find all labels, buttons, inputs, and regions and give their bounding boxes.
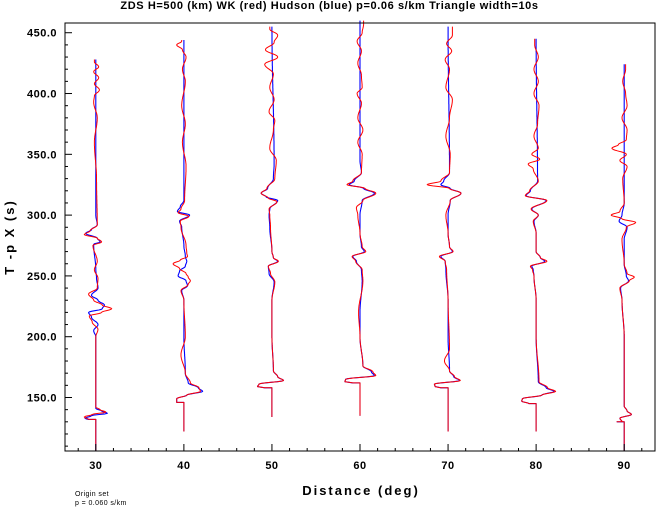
wk-trace-60 xyxy=(344,20,377,416)
y-tick-label: 400.0 xyxy=(27,89,57,101)
wk-trace-40 xyxy=(172,40,201,432)
y-tick-label: 300.0 xyxy=(27,210,57,222)
trace-90deg xyxy=(610,64,637,451)
wk-trace-90 xyxy=(610,64,637,451)
y-axis: 150.0 200.0 250.0 300.0 350.0 400.0 450.0 xyxy=(27,28,72,447)
footer-ray-parameter: p = 0.060 s/km xyxy=(75,500,127,507)
hudson-trace-70 xyxy=(433,26,462,432)
y-tick-label: 250.0 xyxy=(27,271,57,283)
wk-trace-80 xyxy=(521,38,557,432)
trace-70deg xyxy=(426,26,462,432)
y-tick-label: 150.0 xyxy=(27,393,57,405)
footer-origin-set: Origin set xyxy=(75,491,109,498)
x-tick-label: 30 xyxy=(89,460,102,472)
x-tick-label: 60 xyxy=(353,460,366,472)
wk-trace-30 xyxy=(83,59,113,451)
x-tick-label: 50 xyxy=(265,460,278,472)
trace-40deg xyxy=(172,40,204,432)
y-tick-label: 350.0 xyxy=(27,149,57,161)
wk-trace-50 xyxy=(257,26,284,417)
trace-30deg xyxy=(83,59,113,451)
chart-title: ZDS H=500 (km) WK (red) Hudson (blue) p=… xyxy=(120,0,538,12)
wk-trace-70 xyxy=(426,26,462,432)
x-axis: 30 40 50 60 70 80 90 xyxy=(77,444,643,472)
y-tick-label: 450.0 xyxy=(27,28,57,40)
x-axis-label: Distance (deg) xyxy=(302,483,420,498)
x-tick-label: 90 xyxy=(618,460,631,472)
trace-50deg xyxy=(256,26,285,417)
y-tick-label: 200.0 xyxy=(27,332,57,344)
x-tick-label: 40 xyxy=(177,460,190,472)
trace-60deg xyxy=(344,20,377,416)
trace-80deg xyxy=(521,38,557,432)
traces-layer xyxy=(83,20,637,451)
x-tick-label: 70 xyxy=(441,460,454,472)
y-axis-label: T -p X (s) xyxy=(2,199,17,275)
x-tick-label: 80 xyxy=(529,460,542,472)
